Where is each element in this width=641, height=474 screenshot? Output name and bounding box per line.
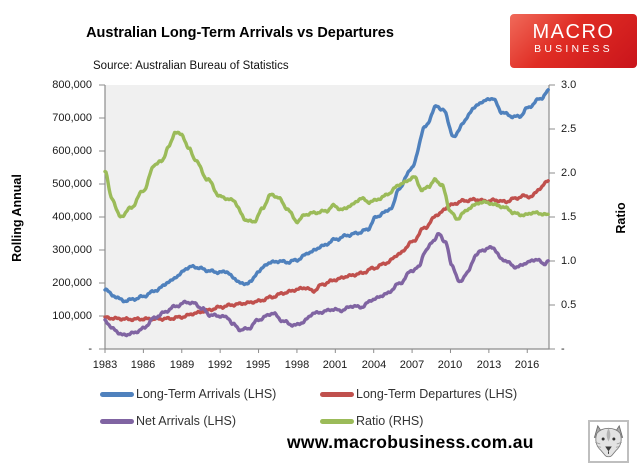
left-axis-tick-label: 100,000 [52,310,92,322]
wolf-logo [588,420,629,463]
logo-text-macro: MACRO [532,21,615,43]
left-axis-tick-label: 700,000 [52,112,92,124]
chart-title: Australian Long-Term Arrivals vs Departu… [86,25,394,41]
x-axis-tick-label: 1998 [284,359,310,371]
legend-label: Ratio (RHS) [356,414,424,428]
arrivals-line-swatch [100,391,134,397]
legend-item-arrivals: Long-Term Arrivals (LHS) [100,387,276,401]
plot-area [105,85,549,349]
left-axis-tick-label: 500,000 [52,178,92,190]
right-axis-tick-label: - [561,343,565,355]
x-axis-tick-label: 2016 [514,359,540,371]
right-axis-tick-label: 1.5 [561,211,577,223]
x-axis-tick-label: 2001 [322,359,348,371]
departures-line-swatch [320,391,354,397]
right-axis-tick-label: 2.0 [561,167,577,179]
left-axis-tick-label: 200,000 [52,277,92,289]
left-axis-tick-label: - [88,343,92,355]
chart-source: Source: Australian Bureau of Statistics [93,60,289,72]
x-axis-tick-label: 2007 [399,359,425,371]
left-axis-tick-label: 300,000 [52,244,92,256]
net-arrivals-line-swatch [100,418,134,424]
x-axis-tick-label: 1992 [207,359,233,371]
x-axis-tick-label: 1989 [169,359,195,371]
left-axis-tick-label: 600,000 [52,145,92,157]
right-axis-tick-label: 0.5 [561,299,577,311]
legend-item-ratio: Ratio (RHS) [320,414,423,428]
left-axis-tick-label: 400,000 [52,211,92,223]
website-url: www.macrobusiness.com.au [287,432,534,452]
legend-label: Long-Term Arrivals (LHS) [136,387,277,401]
x-axis-tick-label: 1986 [130,359,156,371]
right-axis-title: Ratio [614,202,628,234]
x-axis-tick-label: 2004 [361,359,387,371]
logo-text-business: BUSINESS [534,43,613,55]
right-axis-tick-label: 2.5 [561,123,577,135]
wolf-icon [593,424,624,458]
x-axis-tick-label: 2013 [476,359,502,371]
legend-item-departures: Long-Term Departures (LHS) [320,387,517,401]
macrobusiness-logo: MACRO BUSINESS [510,14,637,68]
ratio-line-swatch [320,418,354,424]
right-axis-tick-label: 3.0 [561,79,577,91]
legend-item-net-arrivals: Net Arrivals (LHS) [100,414,236,428]
right-axis-tick-label: 1.0 [561,255,577,267]
x-axis-tick-label: 2010 [437,359,463,371]
x-axis-tick-label: 1995 [245,359,271,371]
legend-label: Long-Term Departures (LHS) [356,387,518,401]
left-axis-title: Rolling Annual [10,174,24,262]
x-axis-tick-label: 1983 [92,359,118,371]
legend-label: Net Arrivals (LHS) [136,414,237,428]
left-axis-tick-label: 800,000 [52,79,92,91]
